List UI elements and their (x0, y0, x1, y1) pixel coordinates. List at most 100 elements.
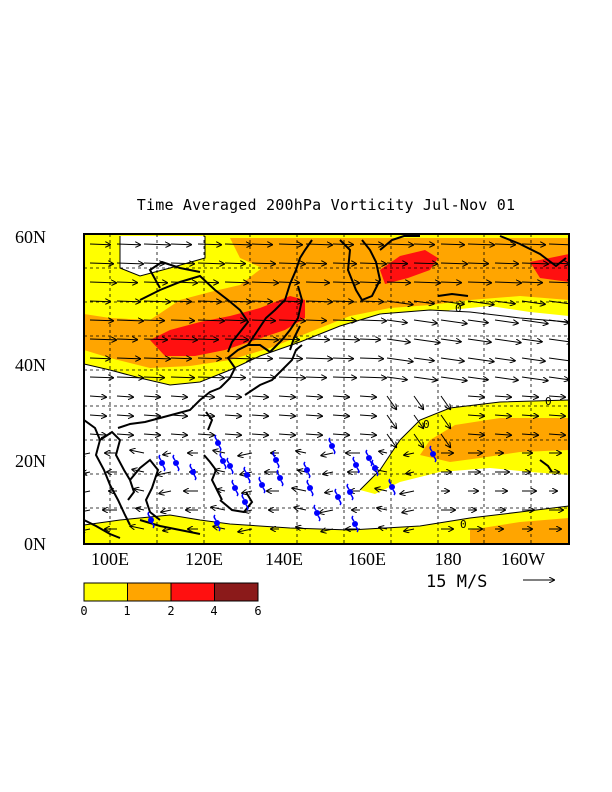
wind-vector-icon (116, 396, 133, 397)
wind-vector-icon (251, 377, 275, 378)
wind-vector-icon (84, 472, 91, 474)
wind-vector-icon (116, 415, 133, 416)
wind-vector-icon (116, 282, 137, 283)
typhoon-symbol-icon (241, 493, 249, 511)
wind-vector-icon (332, 339, 359, 340)
wind-vector-icon (89, 434, 106, 435)
wind-vector-icon (305, 263, 326, 264)
wind-vector-icon (440, 263, 467, 264)
wind-vector-icon (224, 358, 251, 359)
wind-vector-icon (89, 396, 106, 397)
vorticity-red-patch-ne (380, 250, 438, 284)
wind-vector-icon (197, 263, 224, 264)
typhoon-symbol-icon (147, 511, 155, 529)
colorbar-swatch (214, 582, 259, 602)
typhoon-symbol-icon (272, 451, 280, 469)
wind-vector-icon (278, 358, 302, 359)
wind-vector-icon (170, 396, 187, 397)
wind-vector-icon (332, 282, 359, 283)
wind-vector-icon (170, 415, 187, 416)
wind-vector-icon (521, 282, 542, 283)
vorticity-red-patch (150, 296, 305, 356)
wind-vector-icon (404, 529, 415, 531)
wind-vector-icon (132, 470, 145, 473)
lon-label-160w: 160W (501, 549, 545, 569)
wind-vector-icon (305, 358, 332, 359)
wind-vector-icon (521, 434, 538, 435)
wind-vector-icon (386, 300, 413, 305)
wind-vector-icon (521, 319, 548, 324)
wind-vector-icon (134, 489, 145, 491)
wind-vector-icon (170, 434, 187, 435)
wind-vector-icon (305, 320, 326, 321)
wind-vector-icon (379, 527, 388, 529)
wind-vector-icon (386, 282, 410, 283)
wind-vector-icon (548, 434, 565, 435)
wind-vector-icon (197, 377, 224, 378)
colorbar-label-6: 6 (254, 604, 262, 618)
wind-vectors (84, 243, 569, 532)
wind-vector-icon (359, 415, 376, 416)
wind-vector-icon (332, 263, 356, 264)
wind-vector-icon (89, 358, 110, 359)
wind-vector-icon (440, 339, 461, 342)
wind-vector-icon (379, 451, 388, 453)
typhoon-symbol-icon (226, 457, 234, 475)
wind-vector-icon (292, 488, 307, 491)
typhoon-symbol-icon (189, 463, 197, 481)
wind-vector-icon (359, 396, 376, 397)
wind-vector-icon (548, 243, 569, 246)
wind-vector-icon (89, 282, 116, 283)
wind-vector-icon (170, 263, 194, 264)
wind-vector-icon (294, 508, 307, 511)
wind-vector-icon (494, 282, 521, 283)
wind-vector-icon (359, 320, 386, 321)
wind-vector-icon (278, 377, 305, 378)
wind-vector-icon (224, 396, 241, 397)
wind-vector-icon (386, 414, 396, 428)
wind-vector-icon (413, 244, 434, 245)
wind-vector-icon (467, 415, 484, 416)
wind-vector-icon (278, 415, 295, 416)
typhoon-symbol-icon (303, 461, 311, 479)
wind-vector-icon (548, 377, 569, 380)
wind-vector-icon (143, 358, 170, 359)
wind-vector-icon (170, 339, 197, 340)
wind-vector-icon (197, 415, 214, 416)
lat-label-60n: 60N (15, 227, 46, 247)
wind-vector-icon (521, 244, 545, 245)
wind-vector-icon (251, 301, 272, 302)
wind-vector-icon (332, 434, 349, 435)
wind-vector-icon (386, 357, 413, 362)
wind-vector-icon (84, 490, 91, 493)
wind-vector-icon (494, 301, 515, 304)
contour-label: 0 (545, 395, 552, 408)
wind-vector-icon (213, 451, 226, 454)
wind-vector-icon (278, 396, 295, 397)
wind-vector-icon (197, 396, 214, 397)
wind-vector-icon (197, 339, 218, 340)
wind-vector-icon (494, 319, 518, 323)
wind-vector-icon (467, 338, 491, 342)
wind-vector-icon (359, 263, 386, 264)
wind-vector-icon (211, 507, 226, 510)
wind-vector-icon (377, 508, 388, 510)
wind-vector-icon (84, 453, 91, 455)
colorbar-label-1: 1 (123, 604, 131, 618)
wind-vector-icon (375, 489, 388, 492)
typhoon-symbol-icon (172, 454, 180, 472)
wind-vector-icon (163, 529, 172, 531)
typhoon-symbol-icon (258, 476, 266, 494)
wind-vector-icon (197, 358, 221, 359)
wind-vector-icon (494, 434, 511, 435)
wind-vector-icon (494, 358, 515, 361)
lon-label-180: 180 (434, 549, 462, 569)
lat-label-40n: 40N (15, 355, 46, 375)
wind-vector-icon (278, 301, 302, 302)
wind-vector-icon (224, 339, 248, 340)
wind-vector-icon (386, 395, 396, 409)
wind-vector-icon (278, 282, 299, 283)
wind-vector-icon (89, 263, 113, 264)
wind-vector-icon (413, 395, 423, 409)
wind-vector-icon (467, 300, 494, 305)
